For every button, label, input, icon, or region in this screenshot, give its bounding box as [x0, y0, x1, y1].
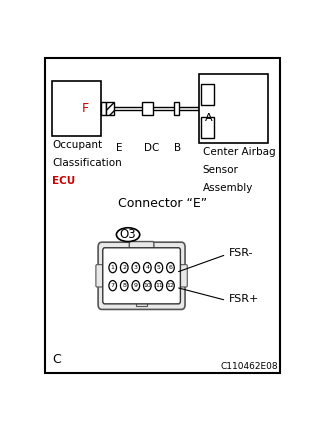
Bar	[107, 102, 114, 115]
Text: 12: 12	[166, 283, 174, 288]
Text: 11: 11	[155, 283, 163, 288]
Text: E: E	[116, 143, 123, 153]
Text: FSR-: FSR-	[229, 248, 253, 258]
Text: C: C	[52, 353, 61, 366]
Text: 6: 6	[169, 265, 172, 270]
Bar	[101, 102, 107, 115]
Text: F: F	[81, 102, 89, 115]
FancyBboxPatch shape	[103, 248, 180, 304]
Text: 1: 1	[111, 265, 115, 270]
Circle shape	[120, 262, 128, 273]
Bar	[201, 84, 214, 105]
Bar	[52, 81, 101, 136]
Bar	[173, 102, 179, 115]
Text: Center Airbag: Center Airbag	[203, 147, 275, 157]
Text: Sensor: Sensor	[203, 165, 239, 175]
Circle shape	[167, 262, 174, 273]
Text: A: A	[205, 113, 212, 124]
Text: 4: 4	[146, 265, 149, 270]
Circle shape	[155, 281, 163, 291]
Text: C110462E08: C110462E08	[220, 362, 278, 371]
Circle shape	[120, 281, 128, 291]
Text: 10: 10	[144, 283, 151, 288]
Text: 9: 9	[134, 283, 138, 288]
Text: 2: 2	[122, 265, 126, 270]
Text: FSR+: FSR+	[229, 294, 259, 304]
Text: 3: 3	[134, 265, 138, 270]
Bar	[201, 117, 214, 138]
Text: ECU: ECU	[52, 176, 75, 187]
Text: Occupant: Occupant	[52, 140, 102, 150]
Bar	[136, 301, 147, 306]
Text: Classification: Classification	[52, 158, 122, 168]
Text: Connector “E”: Connector “E”	[118, 197, 207, 210]
Ellipse shape	[116, 228, 140, 242]
Circle shape	[144, 281, 151, 291]
Text: B: B	[174, 143, 181, 153]
Circle shape	[132, 262, 139, 273]
Circle shape	[109, 262, 117, 273]
Bar	[142, 102, 153, 115]
Text: DC: DC	[144, 143, 159, 153]
FancyBboxPatch shape	[180, 265, 187, 287]
Circle shape	[167, 281, 174, 291]
Text: 7: 7	[111, 283, 115, 288]
Circle shape	[144, 262, 151, 273]
FancyBboxPatch shape	[98, 242, 185, 309]
Circle shape	[155, 262, 163, 273]
Text: 5: 5	[157, 265, 161, 270]
Text: Assembly: Assembly	[203, 183, 253, 193]
Text: O3: O3	[120, 228, 136, 241]
Circle shape	[132, 281, 139, 291]
Bar	[199, 74, 268, 143]
Text: 8: 8	[122, 283, 126, 288]
FancyBboxPatch shape	[96, 265, 103, 287]
FancyBboxPatch shape	[129, 242, 154, 252]
Circle shape	[109, 281, 117, 291]
